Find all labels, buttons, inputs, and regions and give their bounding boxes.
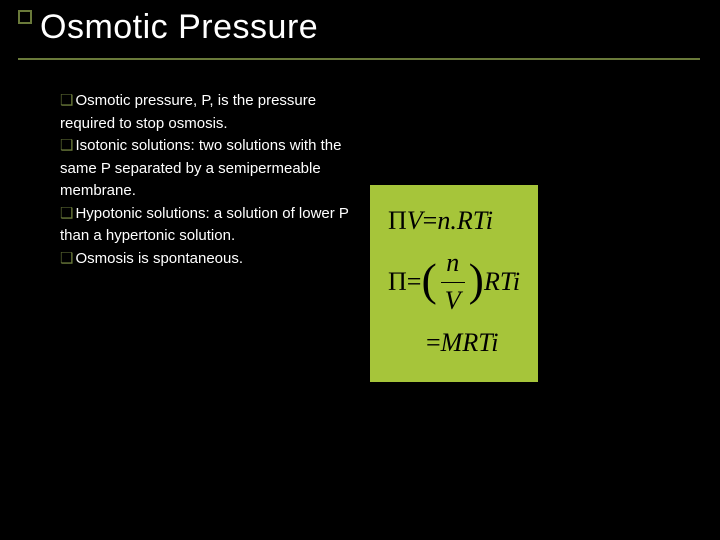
equals: = (426, 325, 441, 361)
bullet-text: is spontaneous. (134, 250, 243, 267)
equation-line-1: ΠV = n.RTi (388, 203, 520, 239)
title-accent-square (18, 10, 32, 24)
paren-right-icon: ) (469, 262, 484, 299)
equation-line-3: = MRTi (388, 325, 520, 361)
content-area: ❑Osmotic pressure, P, is the pressure re… (60, 90, 680, 382)
bullet-icon: ❑ (60, 250, 73, 267)
bullet-icon: ❑ (60, 92, 73, 109)
bullet-icon: ❑ (60, 137, 73, 154)
rhs-3: MRTi (441, 325, 499, 361)
equals: = (423, 203, 438, 239)
equals: = (407, 264, 422, 300)
slide-title: Osmotic Pressure (40, 8, 318, 47)
fraction: nV (441, 245, 465, 319)
var-v: V (407, 203, 423, 239)
bullet-lead: Hypotonic (75, 205, 142, 222)
bullet-lead: Osmotic (75, 92, 130, 109)
pi-symbol: Π (388, 264, 407, 300)
equation-line-2: Π = (nV)RTi (388, 245, 520, 319)
bullet-lead: Isotonic (75, 137, 127, 154)
pi-symbol: Π (388, 203, 407, 239)
frac-num: n (442, 245, 463, 281)
frac-den: V (441, 282, 465, 319)
paren-left-icon: ( (421, 262, 436, 299)
equation-column: ΠV = n.RTi Π = (nV)RTi = MRTi (370, 90, 680, 382)
title-underline (18, 58, 700, 60)
rhs-1: n.RTi (437, 203, 493, 239)
bullet-list: ❑Osmotic pressure, P, is the pressure re… (60, 90, 350, 382)
rhs-tail: RTi (484, 264, 520, 300)
bullet-lead: Osmosis (75, 250, 133, 267)
bullet-icon: ❑ (60, 205, 73, 222)
equation-box: ΠV = n.RTi Π = (nV)RTi = MRTi (370, 185, 538, 382)
